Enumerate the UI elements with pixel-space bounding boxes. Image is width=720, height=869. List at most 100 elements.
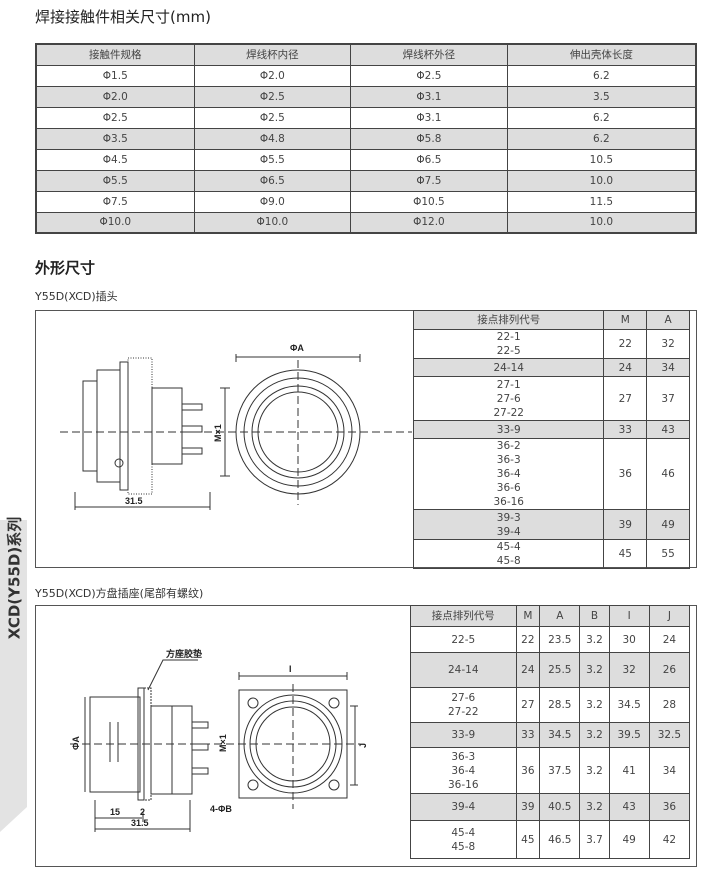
table-cell: 6.2 [506,64,697,87]
page-title: 焊接接触件相关尺寸(mm) [35,8,211,26]
table-cell: 36-3 36-4 36-16 [410,747,517,794]
header-row: 接触件规格 焊线杯内径 焊线杯外径 伸出壳体长度 [35,43,697,66]
column-header: M [603,310,648,330]
table-cell: 26 [648,652,691,688]
plug-title: Y55D(XCD)插头 [35,290,118,303]
table-cell: 22 [515,626,541,653]
table-cell: Φ5.5 [193,148,352,171]
table-cell: 3.2 [579,652,610,688]
dim-15-label: 15 [110,807,120,817]
plug-dimensions-table: 接点排列代号 M A 22-1 22-5 22 32 24-14 24 34 27-1 27-6 … [412,310,690,569]
table-cell: 27-1 27-6 27-22 [412,376,605,421]
column-header: B [579,605,610,627]
table-cell: 33 [515,722,541,748]
table-cell: 39 [515,793,541,821]
receptacle-title: Y55D(XCD)方盘插座(尾部有螺纹) [35,587,204,600]
table-cell: Φ3.1 [350,106,508,129]
table-cell: 3.2 [579,793,610,821]
table-row: 24-14 24 25.5 3.2 32 26 [410,652,691,688]
length-label: 31.5 [125,496,143,506]
receptacle-dimensions-table: 接点排列代号 M A B I J 22-5 22 23.5 3.2 30 24 24-14 24 25.5 3… [410,605,691,859]
contact-dimensions-table: 接触件规格 焊线杯内径 焊线杯外径 伸出壳体长度 Φ1.5 Φ2.0 Φ2.5 6.2 Φ2.0… [35,43,697,234]
table-cell: 36 [515,747,541,794]
table-cell: Φ5.5 [35,169,195,192]
table-row: Φ2.5 Φ2.5 Φ3.1 6.2 [35,106,697,129]
table-cell: 24-14 [412,358,605,377]
table-row: 33-9 33 34.5 3.2 39.5 32.5 [410,722,691,748]
column-header: 接点排列代号 [410,605,517,627]
table-cell: 22-5 [410,626,517,653]
column-header: A [646,310,690,330]
table-cell: Φ5.8 [350,127,508,150]
table-cell: 3.2 [579,747,610,794]
table-cell: 40.5 [539,793,581,821]
table-row: Φ4.5 Φ5.5 Φ6.5 10.5 [35,148,697,171]
table-row: 22-1 22-5 22 32 [412,329,690,359]
table-cell: 43 [608,793,650,821]
receptacle-drawing-box [35,605,697,867]
table-cell: 34.5 [608,687,650,723]
table-cell: Φ10.0 [193,211,352,234]
table-cell: 49 [608,820,650,859]
plug-drawing: ΦA M×1 31.5 [60,343,412,510]
receptacle-drawing: 方座胶垫 ΦA M×1 I J 4-ΦB 15 2 31.5 [70,648,368,832]
mx1-label: M×1 [218,734,228,752]
table-cell: Φ7.5 [35,190,195,213]
table-cell: Φ10.5 [350,190,508,213]
table-row: Φ3.5 Φ4.8 Φ5.8 6.2 [35,127,697,150]
table-cell: 32 [608,652,650,688]
table-cell: 45 [515,820,541,859]
table-row: 39-4 39 40.5 3.2 43 36 [410,793,691,821]
table-cell: 45-4 45-8 [412,539,605,569]
table-cell: 33 [603,420,648,439]
table-cell: 24 [515,652,541,688]
table-cell: Φ4.8 [193,127,352,150]
column-header: I [608,605,650,627]
table-cell: 23.5 [539,626,581,653]
table-row: 36-2 36-3 36-4 36-6 36-16 36 46 [412,438,690,510]
table-cell: 3.5 [506,85,697,108]
table-cell: 6.2 [506,106,697,129]
table-cell: Φ9.0 [193,190,352,213]
column-header: M [515,605,541,627]
table-cell: 22 [603,329,648,359]
table-cell: 22-1 22-5 [412,329,605,359]
table-cell: 34 [646,358,690,377]
j-label: J [358,743,368,748]
table-cell: 49 [646,509,690,540]
table-row: 36-3 36-4 36-16 36 37.5 3.2 41 34 [410,747,691,794]
table-cell: 10.0 [506,169,697,192]
table-cell: Φ2.5 [350,64,508,87]
table-cell: 41 [608,747,650,794]
table-cell: Φ3.1 [350,85,508,108]
table-cell: 45-4 45-8 [410,820,517,859]
table-cell: 28.5 [539,687,581,723]
table-row: 45-4 45-8 45 55 [412,539,690,569]
table-cell: 34 [648,747,691,794]
table-cell: 28 [648,687,691,723]
table-cell: Φ6.5 [350,148,508,171]
table-cell: 45 [603,539,648,569]
table-cell: Φ2.5 [193,106,352,129]
gasket-label: 方座胶垫 [166,648,202,659]
column-header: 伸出壳体长度 [506,43,697,66]
table-cell: 27 [603,376,648,421]
table-cell: 3.2 [579,687,610,723]
table-cell: 32 [646,329,690,359]
column-header: 接触件规格 [35,43,195,66]
plug-drawing-box [35,310,697,568]
table-cell: Φ10.0 [35,211,195,234]
table-cell: 30 [608,626,650,653]
table-cell: 24 [648,626,691,653]
dia-a-label: ΦA [290,343,304,353]
column-header: 接点排列代号 [412,310,605,330]
table-cell: 36 [648,793,691,821]
table-cell: 33-9 [410,722,517,748]
table-row: 24-14 24 34 [412,358,690,377]
table-cell: 10.5 [506,148,697,171]
table-cell: 46 [646,438,690,510]
table-cell: 33-9 [412,420,605,439]
table-cell: Φ1.5 [35,64,195,87]
holes-label: 4-ΦB [210,804,232,814]
section-title: 外形尺寸 [35,259,96,277]
